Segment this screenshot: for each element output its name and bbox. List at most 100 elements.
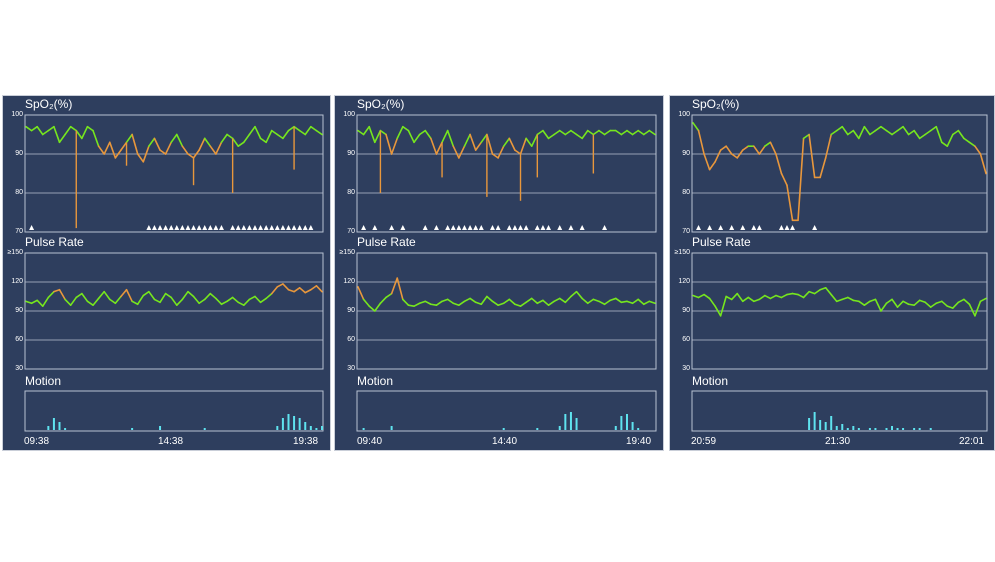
time-start-label-1: 09:38 (24, 436, 50, 447)
spo2-trace-segment (446, 129, 455, 148)
spo2-alarm-marker (302, 225, 308, 230)
pulse-trace-segment (974, 300, 982, 317)
pulse-tick-90: 90 (682, 307, 690, 314)
pulse-trace-segment (558, 297, 567, 304)
motion-title: Motion (357, 374, 394, 388)
spo2-trace-segment (396, 125, 404, 140)
spo2-trace-segment (736, 149, 744, 159)
pulse-trace-segment (830, 293, 838, 303)
spo2-alarm-marker (546, 225, 552, 230)
spo2-trace-segment (874, 125, 882, 132)
pulse-trace-segment (424, 300, 432, 306)
spo2-trace-segment (237, 141, 245, 148)
pulse-trace-segment (692, 294, 700, 299)
spo2-trace-segment (697, 129, 705, 155)
spo2-trace-segment (259, 137, 267, 144)
pulse-trace-segment (730, 292, 739, 301)
pulse-trace-segment (220, 300, 228, 306)
spo2-trace-segment (86, 125, 94, 132)
spo2-alarm-marker (478, 225, 484, 230)
pulse-trace-segment (148, 290, 156, 301)
spo2-alarm-marker (512, 225, 518, 230)
spo2-alarm-marker (557, 225, 563, 230)
pulse-trace-segment (902, 300, 910, 306)
spo2-trace-segment (553, 129, 561, 136)
spo2-trace-segment (592, 129, 600, 136)
spo2-trace-segment (474, 141, 483, 151)
spo2-alarm-marker (467, 225, 473, 230)
spo2-trace-segment (41, 129, 50, 136)
spo2-trace-segment (929, 125, 938, 132)
spo2-trace-segment (725, 145, 733, 155)
spo2-alarm-marker (157, 225, 163, 230)
spo2-trace-segment (441, 129, 449, 144)
spo2-alarm-marker (185, 225, 191, 230)
pulse-trace-segment (858, 300, 866, 306)
pulse-tick-60: 60 (682, 336, 690, 343)
spo2-trace-segment (570, 129, 578, 136)
spo2-alarm-marker (489, 225, 495, 230)
pulse-trace-segment (957, 298, 965, 304)
spo2-alarm-marker (740, 225, 746, 230)
time-mid-label-3: 21:30 (825, 436, 851, 447)
pulse-trace-segment (648, 300, 656, 305)
spo2-alarm-marker (579, 225, 585, 230)
spo2-trace-segment (298, 129, 307, 136)
pulse-trace-segment (103, 290, 111, 301)
pulse-trace-segment (159, 292, 167, 304)
spo2-trace-segment (802, 133, 810, 140)
pulse-trace-segment (753, 298, 761, 303)
chart-svg-3 (691, 114, 988, 432)
spo2-trace-segment (293, 125, 301, 132)
spo2-trace-segment (58, 133, 66, 144)
spo2-alarm-marker (207, 225, 213, 230)
spo2-trace-segment (907, 129, 915, 136)
spo2-trace-segment (25, 125, 33, 132)
spo2-trace-segment (390, 137, 399, 155)
pulse-trace-segment (92, 297, 100, 306)
spo2-alarm-marker (252, 225, 258, 230)
spo2-trace-segment (114, 149, 122, 159)
pulse-trace-segment (714, 305, 722, 317)
spo2-alarm-marker (433, 225, 439, 230)
spo2-alarm-marker (473, 225, 479, 230)
pulse-tick-30: 30 (15, 365, 23, 372)
pulse-trace-segment (841, 296, 849, 301)
pulse-trace-segment (374, 302, 382, 312)
pulse-trace-segment (952, 301, 960, 309)
pulse-title: Pulse Rate (692, 235, 751, 249)
time-start-label-2: 09:40 (357, 436, 383, 447)
pulse-trace-segment (458, 300, 466, 306)
spo2-trace-segment (598, 129, 606, 136)
spo2-trace-segment (648, 129, 656, 136)
pulse-trace-segment (254, 295, 262, 304)
spo2-trace-segment (310, 125, 318, 132)
time-mid-label-1: 14:38 (158, 436, 184, 447)
spo2-trace-segment (407, 129, 415, 144)
spo2-trace-segment (780, 172, 788, 186)
spo2-alarm-marker (163, 225, 169, 230)
spo2-trace-segment (819, 157, 827, 179)
pulse-trace-segment (963, 298, 971, 306)
pulse-trace-segment (379, 296, 387, 305)
pulse-trace-segment (131, 300, 139, 306)
spo2-trace-segment (626, 129, 634, 136)
pulse-trace-segment (452, 302, 460, 306)
spo2-alarm-marker (280, 225, 286, 230)
pulse-trace-segment (530, 297, 539, 305)
pulse-trace-segment (575, 290, 583, 300)
pulse-trace-segment (940, 300, 949, 307)
pulse-trace-segment (407, 304, 415, 307)
pulse-trace-segment (164, 292, 173, 299)
spo2-trace-segment (891, 129, 899, 136)
spo2-trace-segment (120, 141, 128, 151)
spo2-trace-segment (935, 125, 943, 144)
spo2-tick-90: 90 (347, 150, 355, 157)
pulse-trace-segment (508, 298, 516, 306)
chart-svg-2 (356, 114, 657, 432)
spo2-trace-segment (413, 133, 421, 144)
spo2-trace-segment (304, 125, 312, 136)
pulse-trace-segment (631, 298, 639, 305)
spo2-trace-segment (187, 153, 195, 159)
pulse-trace-segment (708, 297, 716, 307)
